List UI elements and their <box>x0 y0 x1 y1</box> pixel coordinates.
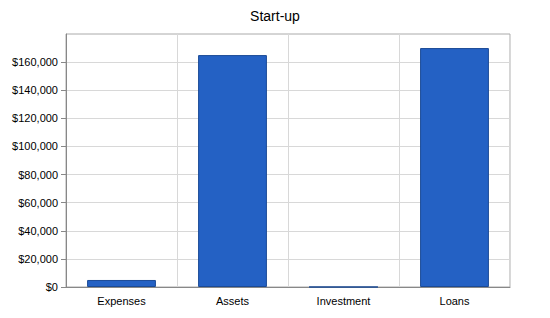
svg-text:$100,000: $100,000 <box>12 140 58 152</box>
svg-text:Loans: Loans <box>440 295 470 307</box>
svg-text:Start-up: Start-up <box>250 8 300 24</box>
svg-text:Assets: Assets <box>216 295 250 307</box>
svg-text:Expenses: Expenses <box>97 295 146 307</box>
svg-text:$60,000: $60,000 <box>18 197 58 209</box>
svg-text:$120,000: $120,000 <box>12 112 58 124</box>
svg-text:$80,000: $80,000 <box>18 169 58 181</box>
svg-text:$40,000: $40,000 <box>18 225 58 237</box>
svg-text:$20,000: $20,000 <box>18 253 58 265</box>
svg-text:$0: $0 <box>46 281 58 293</box>
svg-text:Investment: Investment <box>317 295 371 307</box>
svg-text:$140,000: $140,000 <box>12 84 58 96</box>
svg-text:$160,000: $160,000 <box>12 56 58 68</box>
